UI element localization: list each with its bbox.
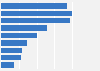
Bar bbox=[1, 25, 47, 31]
Bar bbox=[1, 18, 70, 23]
Bar bbox=[1, 33, 37, 38]
Bar bbox=[1, 40, 27, 46]
Bar bbox=[1, 62, 14, 68]
Bar bbox=[1, 3, 67, 9]
Bar bbox=[1, 55, 21, 60]
Bar bbox=[1, 11, 72, 16]
Bar bbox=[1, 48, 22, 53]
